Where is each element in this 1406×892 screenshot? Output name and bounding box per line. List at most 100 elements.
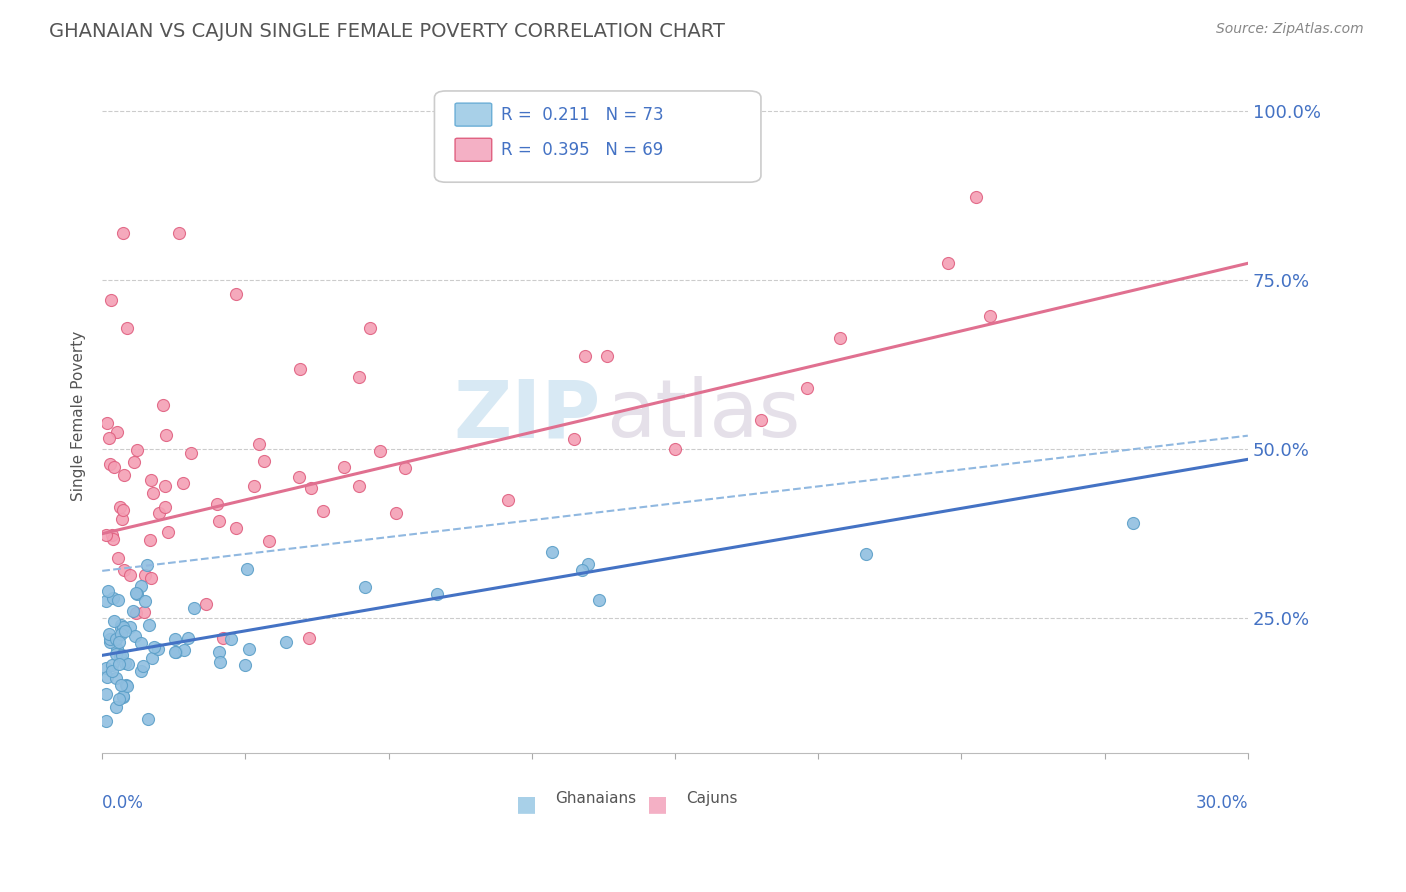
Point [143, 640, 166, 654]
Point [176, 631, 198, 645]
Point [107, 691, 129, 706]
Point [110, 678, 132, 692]
Point [225, 286, 247, 301]
Point [134, 568, 156, 582]
FancyBboxPatch shape [434, 91, 761, 182]
Point [541, 545, 564, 559]
Point [105, 647, 128, 661]
Point [110, 618, 132, 632]
Point [141, 473, 163, 487]
Point [108, 657, 131, 671]
Point [142, 485, 165, 500]
Point [101, 591, 124, 605]
Point [394, 461, 416, 475]
Point [105, 642, 128, 657]
Point [965, 190, 987, 204]
Point [104, 632, 127, 647]
Text: R =  0.211   N = 73: R = 0.211 N = 73 [501, 105, 664, 124]
Point [664, 442, 686, 457]
Point [107, 550, 129, 565]
Point [127, 443, 149, 458]
Point [235, 561, 257, 575]
Point [209, 655, 232, 669]
Point [101, 665, 124, 679]
Point [96, 416, 118, 430]
Point [384, 506, 406, 520]
Point [288, 361, 311, 376]
Point [253, 454, 276, 468]
Point [94, 661, 117, 675]
Point [195, 597, 218, 611]
Point [129, 636, 152, 650]
Point [111, 512, 134, 526]
Point [125, 606, 148, 620]
Point [180, 445, 202, 459]
Point [136, 558, 159, 572]
Point [105, 699, 128, 714]
Point [103, 460, 125, 475]
Point [115, 679, 138, 693]
Point [368, 444, 391, 458]
Point [243, 479, 266, 493]
FancyBboxPatch shape [456, 103, 492, 126]
Point [979, 310, 1001, 324]
Point [125, 587, 148, 601]
Text: Source: ZipAtlas.com: Source: ZipAtlas.com [1216, 22, 1364, 37]
Point [796, 381, 818, 395]
Point [426, 587, 449, 601]
Point [257, 534, 280, 549]
Point [134, 593, 156, 607]
Point [98, 627, 121, 641]
Point [349, 479, 371, 493]
Point [588, 593, 610, 607]
Point [112, 503, 135, 517]
Text: ■: ■ [647, 794, 668, 814]
Point [94, 687, 117, 701]
Point [98, 635, 121, 649]
Point [112, 689, 135, 703]
Point [299, 481, 322, 495]
Point [124, 629, 146, 643]
Point [101, 533, 124, 547]
Text: atlas: atlas [606, 376, 800, 454]
Point [163, 632, 186, 646]
Point [117, 657, 139, 672]
Point [114, 656, 136, 670]
Point [118, 568, 141, 582]
Point [496, 492, 519, 507]
Point [108, 634, 131, 648]
Point [114, 624, 136, 638]
Text: Cajuns: Cajuns [686, 790, 738, 805]
Point [110, 621, 132, 635]
Point [94, 594, 117, 608]
Point [936, 255, 959, 269]
Point [111, 648, 134, 662]
Point [576, 557, 599, 571]
Point [139, 533, 162, 547]
Point [103, 615, 125, 629]
Point [141, 651, 163, 665]
Point [183, 601, 205, 615]
Point [347, 369, 370, 384]
Point [238, 642, 260, 657]
Text: GHANAIAN VS CAJUN SINGLE FEMALE POVERTY CORRELATION CHART: GHANAIAN VS CAJUN SINGLE FEMALE POVERTY … [49, 22, 725, 41]
Point [205, 497, 228, 511]
Text: R =  0.395   N = 69: R = 0.395 N = 69 [501, 141, 664, 159]
Point [98, 431, 121, 445]
Point [94, 528, 117, 542]
Point [165, 645, 187, 659]
Point [98, 457, 121, 471]
Point [574, 349, 596, 363]
Text: ZIP: ZIP [453, 376, 600, 454]
Point [208, 514, 231, 528]
Point [125, 586, 148, 600]
Y-axis label: Single Female Poverty: Single Female Poverty [72, 330, 86, 500]
Point [122, 455, 145, 469]
Point [312, 504, 335, 518]
Text: 0.0%: 0.0% [103, 794, 143, 812]
Point [138, 617, 160, 632]
Point [139, 571, 162, 585]
Text: 30.0%: 30.0% [1195, 794, 1249, 812]
Text: Ghanaians: Ghanaians [555, 790, 636, 805]
Point [233, 658, 256, 673]
